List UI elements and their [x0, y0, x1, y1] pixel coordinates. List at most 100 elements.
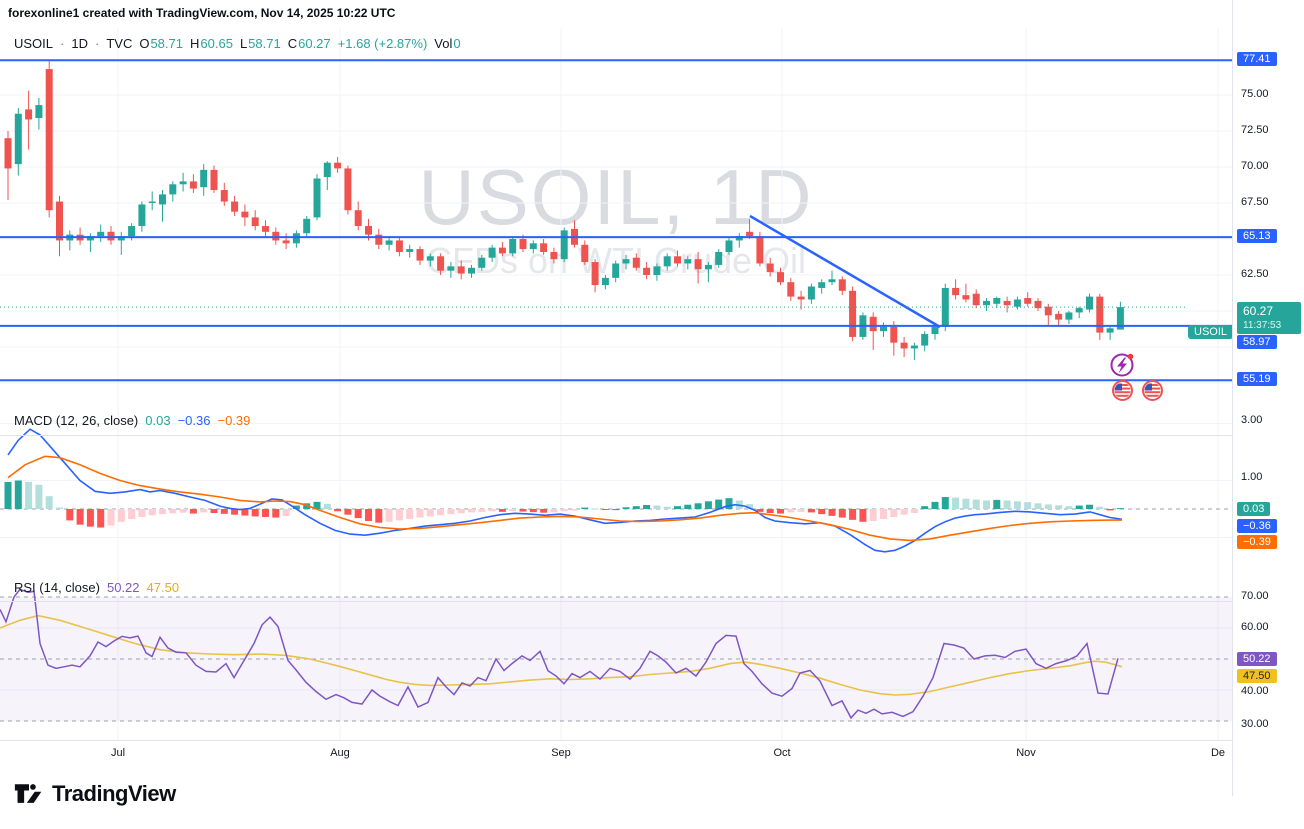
pane-separator[interactable] [0, 435, 1304, 436]
candle [519, 239, 527, 250]
candle [797, 296, 805, 300]
candle [972, 293, 980, 306]
rsi-value: 50.22 [106, 580, 140, 595]
macd-histogram [4, 480, 1124, 528]
price-line-symbol-chip: USOIL [1188, 325, 1234, 339]
rsi-ma-line [0, 614, 1123, 696]
candle [1106, 328, 1114, 333]
price-axis[interactable]: 60.27 11:37:53 75.00 72.50 70.00 67.50 62.50… [1232, 0, 1304, 796]
candle [303, 218, 311, 234]
candle [210, 169, 218, 191]
candle [838, 279, 846, 291]
rsi-title[interactable]: RSI (14, close) [14, 580, 100, 595]
candle [169, 184, 177, 195]
candle [107, 231, 115, 241]
us-flag-event-icon[interactable] [1112, 380, 1133, 401]
candle [591, 262, 599, 286]
candle [128, 226, 136, 237]
candle [704, 264, 712, 270]
macd-signal-value: −0.39 [217, 413, 251, 428]
price-axis-tick: 40.00 [1241, 685, 1269, 697]
macd-title[interactable]: MACD (12, 26, close) [14, 413, 139, 428]
candle [220, 190, 228, 202]
rsi-ma-value: 47.50 [146, 580, 180, 595]
rsi-legend[interactable]: RSI (14, close) 50.22 47.50 [14, 580, 179, 595]
axis-badge: 50.22 [1237, 652, 1277, 666]
candle [962, 295, 970, 300]
candle [756, 236, 764, 264]
candle [344, 168, 352, 211]
price-axis-tick: 75.00 [1241, 88, 1269, 100]
symbol-name[interactable]: USOIL [14, 36, 54, 51]
candle [200, 169, 208, 188]
candle [468, 267, 475, 274]
candle [993, 298, 1001, 304]
candle [478, 257, 486, 268]
candlestick-series [4, 60, 1124, 360]
candle [632, 257, 640, 268]
candle [148, 201, 156, 203]
candle [509, 239, 517, 254]
candle [880, 326, 887, 332]
price-axis-tick: 72.50 [1241, 124, 1269, 136]
high-value: H 60.65 [190, 36, 233, 51]
time-axis-label: Nov [1016, 747, 1036, 759]
candle [715, 251, 723, 265]
candle [1044, 306, 1052, 316]
candle [14, 113, 22, 165]
price-axis-tick: 70.00 [1241, 160, 1269, 172]
candle [334, 162, 342, 169]
candle [900, 342, 908, 349]
candle [365, 226, 372, 235]
candle [581, 244, 589, 263]
candle [694, 259, 702, 270]
attribution-text: forexonline1 created with TradingView.co… [8, 6, 396, 20]
price-axis-tick: 70.00 [1241, 590, 1269, 602]
timeframe[interactable]: 1D [71, 36, 88, 51]
candle [375, 234, 383, 245]
axis-badge: 58.97 [1237, 335, 1277, 349]
candle [983, 300, 990, 306]
candle [540, 243, 548, 252]
candle [488, 247, 496, 258]
volume-value: Vol 0 [434, 36, 461, 51]
candle [457, 266, 465, 274]
macd-legend[interactable]: MACD (12, 26, close) 0.03 −0.36 −0.39 [14, 413, 250, 428]
candle [4, 138, 12, 169]
candle [931, 326, 939, 335]
candle [292, 233, 300, 244]
pane-separator[interactable] [0, 601, 1304, 602]
time-axis[interactable]: Jul Aug Sep Oct Nov De [0, 740, 1232, 769]
candle [869, 316, 877, 332]
candle [560, 230, 568, 260]
us-flag-event-icon[interactable] [1142, 380, 1163, 401]
macd-signal-line [7, 455, 1122, 542]
candle [313, 178, 321, 218]
chart-canvas[interactable] [0, 0, 1232, 768]
open-value: O 58.71 [139, 36, 183, 51]
trend-line[interactable] [749, 214, 941, 329]
candle [189, 181, 197, 189]
legend-separator: · [60, 36, 65, 51]
candle [272, 231, 280, 241]
candle [262, 226, 269, 232]
candle [828, 279, 836, 283]
events-lightning-icon[interactable] [1110, 353, 1134, 377]
candle [622, 259, 630, 264]
candle [1024, 298, 1032, 304]
candle [426, 256, 434, 261]
price-axis-tick: 67.50 [1241, 196, 1269, 208]
candle [1055, 313, 1063, 320]
axis-badge: 77.41 [1237, 52, 1277, 66]
candle [416, 249, 424, 261]
price-axis-tick: 1.00 [1241, 471, 1263, 483]
axis-badge: 65.13 [1237, 229, 1277, 243]
candle [323, 162, 331, 178]
candle [45, 69, 53, 211]
candle [807, 286, 815, 300]
current-price: 60.27 [1243, 304, 1274, 318]
tradingview-logo[interactable]: TradingView [14, 781, 176, 807]
candle [550, 251, 558, 260]
candle [674, 256, 681, 264]
